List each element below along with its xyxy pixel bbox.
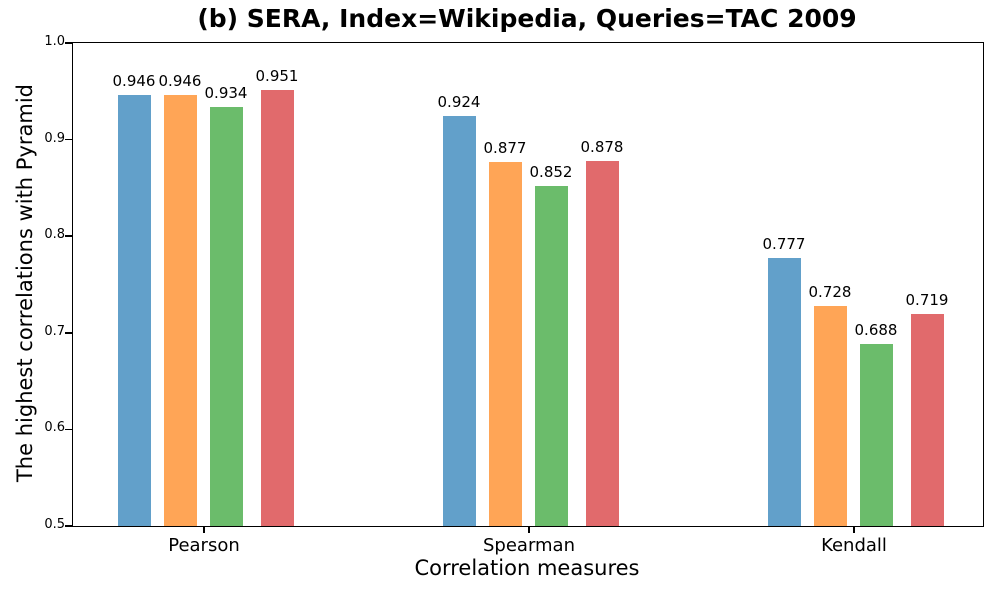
y-tick-mark [65,235,72,237]
bar-value-label: 0.878 [580,137,624,156]
y-tick-mark [65,138,72,141]
bar-value-label: 0.934 [204,83,248,102]
bar-value-label: 0.946 [112,72,156,91]
y-tick-mark [65,332,72,334]
x-tick-label-pearson: Pearson [168,535,240,556]
x-tick-label-spearman: Spearman [482,535,575,556]
bar-value-label: 0.719 [905,291,949,310]
bar-value-label: 0.877 [483,138,527,157]
bar-spearman-s2 [488,161,522,526]
bar-pearson-s3 [209,106,243,526]
y-tick-label: 0.9 [44,130,65,146]
plot-area: 0.5 0.6 0.7 0.8 0.9 1.0 Pearson Spearman Kendall… [44,34,984,556]
bar-value-label: 0.924 [437,93,481,112]
y-tick-label: 1.0 [44,34,65,49]
bar-spearman-s1 [442,116,476,526]
y-tick-mark [65,428,72,431]
bar-kendall-s4 [910,314,944,526]
y-tick-label: 0.8 [44,227,65,243]
x-axis-label: Correlation measures [414,556,640,580]
y-axis-label: The highest correlations with Pyramid [13,83,37,483]
bar-value-label: 0.951 [255,67,299,86]
y-tick-label: 0.6 [44,420,65,436]
y-tick-mark [65,42,72,44]
bar-value-label: 0.946 [158,72,202,91]
bar-value-label: 0.728 [808,282,852,301]
bar-spearman-s4 [585,160,619,526]
bar-value-label: 0.688 [854,321,898,340]
bar-value-label: 0.777 [762,235,806,254]
x-tick-mark [853,527,855,533]
bar-spearman-s3 [534,185,568,526]
x-tick-mark [528,527,530,533]
y-tick-label: 0.7 [44,323,65,339]
bar-kendall-s2 [813,305,847,526]
bar-pearson-s4 [260,90,294,526]
y-tick-mark [65,525,72,527]
x-tick-mark [203,527,205,533]
y-tick-label: 0.5 [44,517,65,532]
x-tick-label-kendall: Kendall [821,535,887,556]
bar-pearson-s1 [117,95,151,526]
bar-value-label: 0.852 [529,162,573,181]
bar-kendall-s3 [859,344,893,526]
bar-pearson-s2 [163,95,197,526]
chart-title: (b) SERA, Index=Wikipedia, Queries=TAC 2… [197,4,857,33]
bar-kendall-s1 [767,258,801,526]
